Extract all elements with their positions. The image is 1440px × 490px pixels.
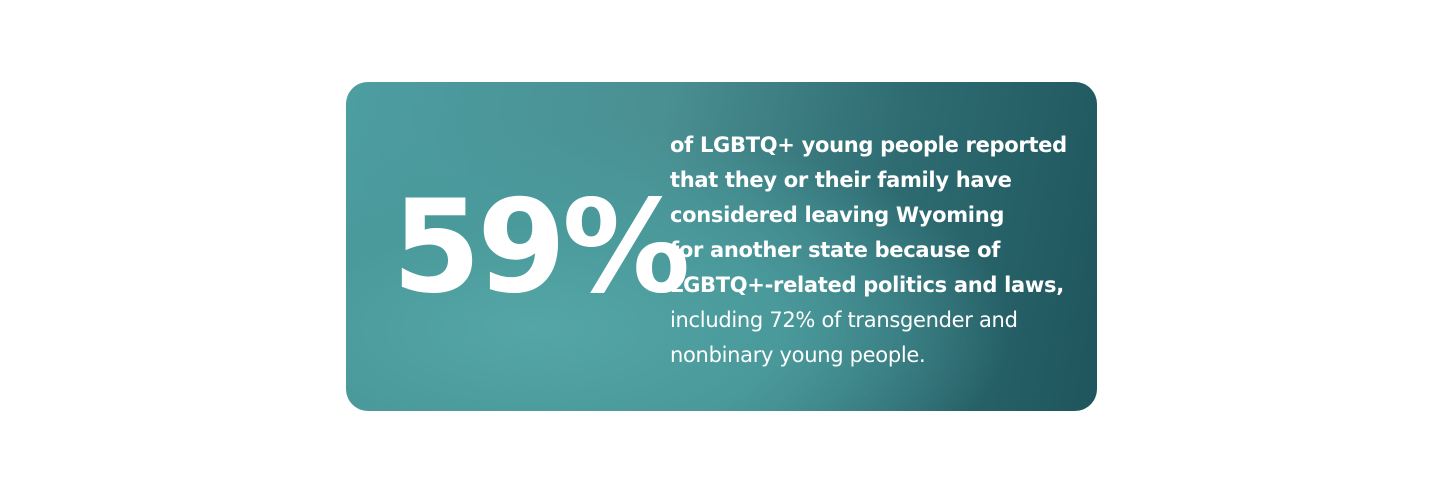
lead-line: that they or their family have [670,168,1012,192]
stat-card: 59% of LGBTQ+ young people reported that … [346,82,1097,411]
lead-line: LGBTQ+-related politics and laws, [670,273,1064,297]
stat-text: of LGBTQ+ young people reported that they… [670,128,1067,373]
detail-line: nonbinary young people. [670,343,926,367]
stat-figure: 59% [392,173,690,322]
lead-line: of LGBTQ+ young people reported [670,133,1067,157]
lead-line: for another state because of [670,238,1001,262]
detail-line: including 72% of transgender and [670,308,1018,332]
lead-line: considered leaving Wyoming [670,203,1005,227]
